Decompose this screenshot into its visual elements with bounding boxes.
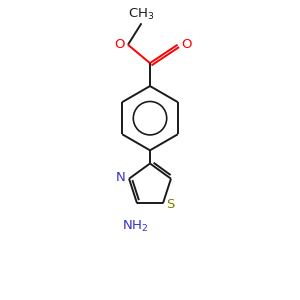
- Text: O: O: [114, 38, 124, 51]
- Text: N: N: [116, 171, 125, 184]
- Text: NH$_2$: NH$_2$: [122, 219, 149, 234]
- Text: CH$_3$: CH$_3$: [128, 7, 155, 22]
- Text: S: S: [167, 198, 175, 212]
- Text: O: O: [181, 38, 192, 51]
